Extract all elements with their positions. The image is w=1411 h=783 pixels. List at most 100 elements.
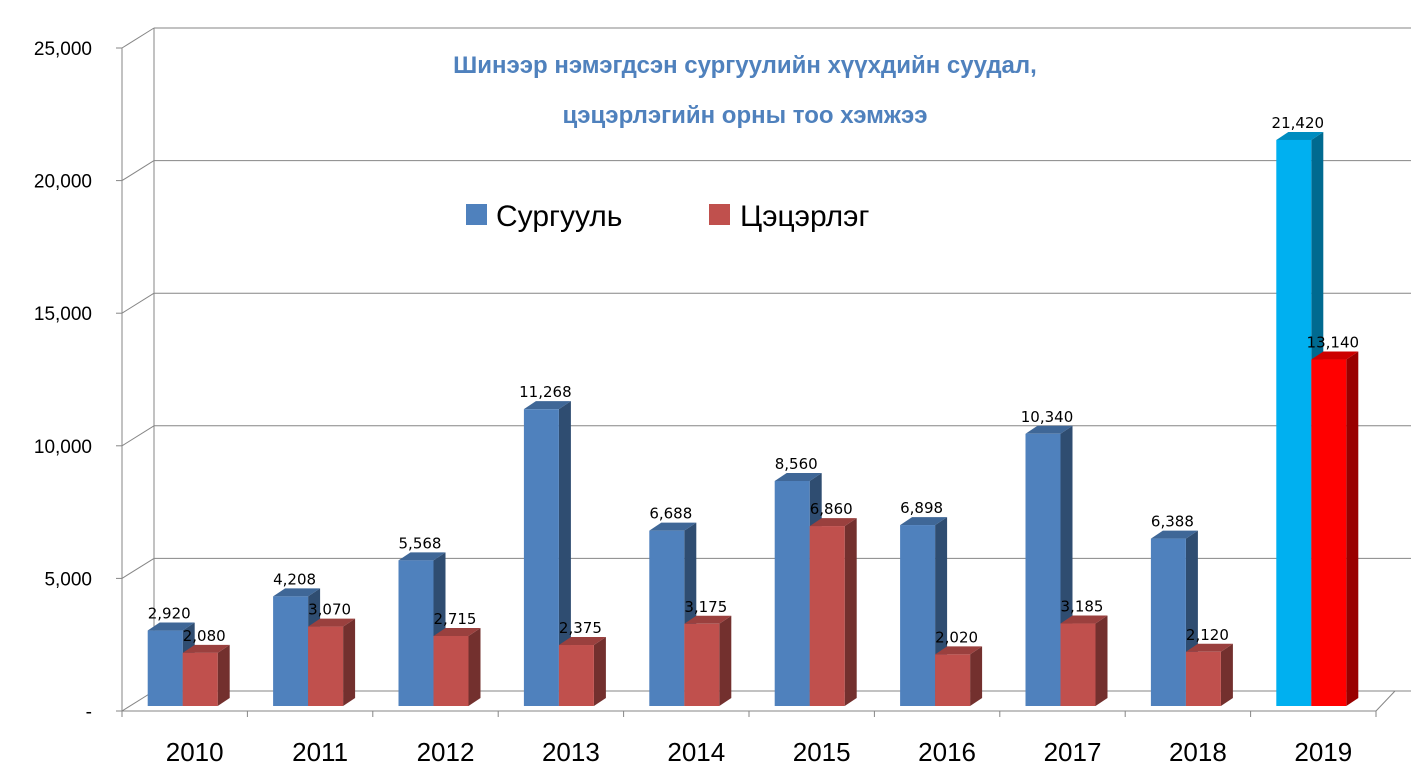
data-label: 4,208 <box>273 570 316 588</box>
data-label: 6,860 <box>810 500 853 518</box>
bar-kindergarten <box>809 518 857 706</box>
chart-title-line-2: цэцэрлэгийн орны тоо хэмжээ <box>563 102 928 129</box>
bar-school <box>774 472 822 706</box>
bar-front-face <box>900 525 936 706</box>
bar-side-face <box>719 615 732 706</box>
chart-title-line-1: Шинээр нэмэгдсэн сургуулийн хүүхдийн суу… <box>453 52 1037 79</box>
bar-front-face <box>684 623 720 706</box>
bar-top-face <box>433 627 481 636</box>
bar-top-face <box>935 646 983 655</box>
bar-top-face <box>308 618 356 627</box>
gridline-side <box>121 27 155 49</box>
x-tick-label: 2015 <box>793 737 851 767</box>
gridline-side <box>121 160 155 182</box>
data-label: 2,375 <box>559 619 602 637</box>
bar-side-face <box>970 646 983 706</box>
chart-title: Шинээр нэмэгдсэн сургуулийн хүүхдийн суу… <box>453 52 1037 129</box>
bar-top-face <box>649 522 697 531</box>
bar-side-face <box>217 644 230 706</box>
bar-front-face <box>935 654 971 706</box>
y-tick-label: 5,000 <box>44 569 92 590</box>
bar-top-face <box>147 622 195 631</box>
data-label: 8,560 <box>775 455 818 473</box>
bar-kindergarten <box>433 627 481 706</box>
x-tick-label: 2019 <box>1294 737 1352 767</box>
bar-front-face <box>774 480 810 706</box>
chart-data-labels: 2,920 2,080 4,208 3,070 5,568 2,715 11,268 2,37… <box>148 114 1359 646</box>
bar-top-face <box>273 588 321 597</box>
y-tick-label: 15,000 <box>34 304 92 325</box>
bar-top-face <box>1311 351 1359 360</box>
bar-school <box>523 401 571 706</box>
data-label: 11,268 <box>519 383 572 401</box>
bar-front-face <box>1311 359 1347 706</box>
data-label: 2,920 <box>148 605 191 623</box>
bar-top-face <box>1276 131 1324 140</box>
legend-swatch-kindergarten <box>709 204 730 225</box>
gridline-side <box>121 292 155 314</box>
bar-front-face <box>398 560 434 706</box>
data-label: 6,388 <box>1151 513 1194 531</box>
bar-top-face <box>398 552 446 561</box>
bar-kindergarten <box>308 618 356 706</box>
bar-side-face <box>558 401 571 706</box>
bar-front-face <box>1025 433 1061 706</box>
bar-top-face <box>523 401 571 410</box>
data-label: 21,420 <box>1272 114 1325 132</box>
data-label: 13,140 <box>1307 334 1360 352</box>
bar-front-face <box>147 630 183 706</box>
bar-top-face <box>1150 530 1198 539</box>
bar-front-face <box>308 626 344 706</box>
bar-top-face <box>182 644 230 653</box>
bar-side-face <box>1095 615 1108 706</box>
data-label: 2,080 <box>183 627 226 645</box>
bar-school <box>900 517 948 706</box>
bar-top-face <box>774 472 822 481</box>
bar-side-face <box>1220 643 1233 706</box>
chart-bars <box>147 131 1359 707</box>
data-label: 6,898 <box>900 499 943 517</box>
y-tick-label: 20,000 <box>34 172 92 193</box>
bar-side-face <box>593 637 606 706</box>
bar-front-face <box>523 409 559 706</box>
x-tick-label: 2014 <box>667 737 725 767</box>
data-label: 3,185 <box>1061 598 1104 616</box>
data-label: 2,020 <box>935 628 978 646</box>
chart-gridlines <box>121 27 1411 712</box>
data-label: 2,120 <box>1186 626 1229 644</box>
chart-axes: - 5,000 10,000 15,000 20,000 25,000 2010 2011 20… <box>34 28 1396 767</box>
x-tick-label: 2017 <box>1044 737 1102 767</box>
bar-front-face <box>558 645 594 706</box>
data-label: 3,175 <box>684 598 727 616</box>
bar-side-face <box>844 518 857 706</box>
bar-front-face <box>1185 651 1221 706</box>
data-label: 3,070 <box>308 601 351 619</box>
bar-top-face <box>1060 615 1108 624</box>
data-label: 6,688 <box>649 505 692 523</box>
x-tick-label: 2016 <box>918 737 976 767</box>
bar-kindergarten <box>684 615 732 706</box>
data-label: 5,568 <box>399 534 442 552</box>
bar-front-face <box>649 530 685 706</box>
bar-front-face <box>809 526 845 706</box>
bar-kindergarten <box>935 646 983 706</box>
bar-top-face <box>558 637 606 646</box>
bar-top-face <box>1025 425 1073 434</box>
bar-front-face <box>273 596 309 706</box>
gridline-side <box>121 425 155 447</box>
x-tick-label: 2011 <box>292 737 348 767</box>
x-tick-label: 2010 <box>166 737 224 767</box>
bar-kindergarten <box>1185 643 1233 706</box>
bar-kindergarten <box>1060 615 1108 706</box>
bar-front-face <box>182 652 218 706</box>
bar-kindergarten <box>182 644 230 706</box>
bar-kindergarten <box>1311 351 1359 706</box>
bar-top-face <box>1185 643 1233 652</box>
data-label: 10,340 <box>1021 408 1074 426</box>
bar-kindergarten <box>558 637 606 706</box>
bar-side-face <box>343 618 356 706</box>
bar-top-face <box>809 518 857 527</box>
x-tick-label: 2013 <box>542 737 600 767</box>
chart-legend: Сургууль Цэцэрлэг <box>466 200 869 233</box>
